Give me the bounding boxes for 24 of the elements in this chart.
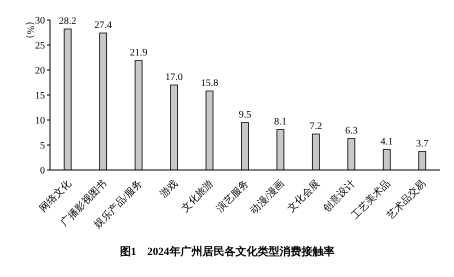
data-label: 4.1 [380, 136, 394, 148]
data-label: 3.7 [416, 138, 428, 150]
y-tick-label: 10 [35, 116, 45, 127]
y-tick-label: 25 [35, 40, 45, 52]
x-tick-label: 文化旅游 [178, 178, 216, 214]
x-tick-label: 游戏 [158, 178, 180, 200]
data-label: 21.9 [130, 48, 148, 58]
x-tick-label: 动漫/漫画 [248, 178, 287, 216]
data-label: 27.4 [94, 20, 112, 31]
data-label: 6.3 [345, 126, 358, 136]
y-tick-label: 20 [35, 66, 45, 77]
data-label: 9.5 [238, 110, 252, 120]
text: 图1 2024年广州居民各文化类型消费接触率 [118, 244, 336, 259]
y-tick-label: 30 [35, 16, 45, 27]
x-tick-label: 文化会展 [285, 178, 322, 214]
y-axis-title: （%） [24, 16, 36, 44]
data-label: 7.2 [310, 121, 322, 132]
y-tick-label: 5 [40, 140, 45, 152]
y-tick-label: 15 [35, 90, 45, 102]
y-tick-label: 0 [40, 166, 45, 177]
data-label: 28.2 [58, 16, 76, 27]
data-label: 15.8 [200, 78, 218, 89]
data-label: 8.1 [274, 116, 287, 128]
data-label: 17.0 [165, 72, 183, 83]
